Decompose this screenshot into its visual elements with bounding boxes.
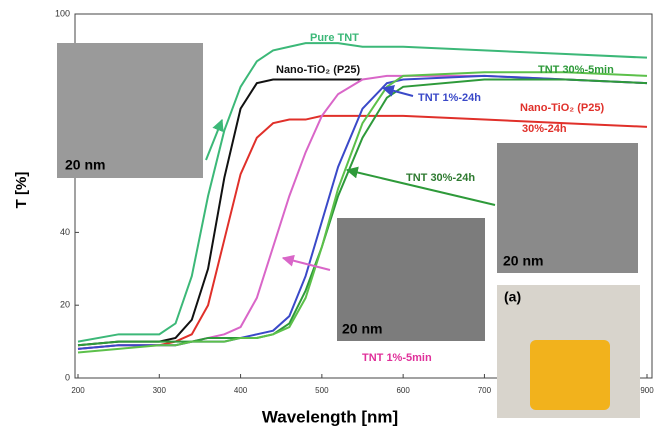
- arrow: [206, 120, 222, 160]
- scale-label: 20 nm: [342, 321, 382, 337]
- y-tick-label: 0: [65, 372, 70, 382]
- annotation: TNT 1%-5min: [362, 352, 432, 364]
- scale-label: 20 nm: [503, 253, 543, 269]
- x-tick-label: 900: [640, 386, 654, 395]
- annotation: TNT 30%-24h: [406, 172, 475, 184]
- y-tick-label: 100: [55, 8, 70, 18]
- arrow: [283, 258, 330, 270]
- annotation: Pure TNT: [310, 32, 359, 44]
- x-tick-label: 700: [478, 386, 492, 395]
- x-tick-label: 200: [71, 386, 85, 395]
- x-tick-label: 500: [315, 386, 329, 395]
- annotation: Nano-TiO₂ (P25): [276, 64, 360, 76]
- annotation: TNT 30%-5min: [538, 64, 614, 76]
- panel-label: (a): [504, 289, 521, 305]
- annotation: Nano-TiO₂ (P25): [520, 102, 604, 114]
- x-tick-label: 400: [234, 386, 248, 395]
- y-tick-label: 20: [60, 300, 70, 310]
- x-tick-label: 600: [396, 386, 410, 395]
- y-axis-label: T [%]: [13, 172, 30, 209]
- beaker-liquid: [530, 340, 610, 410]
- chart: 20030040050060070080090002040100 20 nm 2…: [0, 0, 660, 434]
- annotation: TNT 1%-24h: [418, 92, 481, 104]
- scale-label: 20 nm: [65, 157, 105, 173]
- y-tick-label: 40: [60, 227, 70, 237]
- x-axis-label: Wavelength [nm]: [262, 407, 398, 426]
- annotation: 30%-24h: [522, 123, 567, 135]
- x-tick-label: 300: [153, 386, 167, 395]
